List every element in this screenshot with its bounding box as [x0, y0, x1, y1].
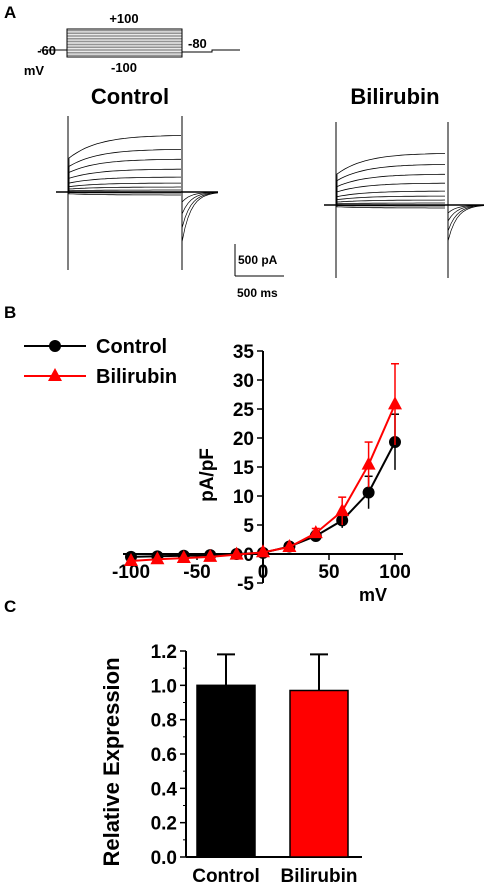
control-current-traces — [56, 116, 219, 270]
iv-x-tick-label: -100 — [112, 562, 150, 583]
current-trace — [56, 158, 181, 193]
iv-point-bilirubin — [256, 544, 270, 558]
protocol-tail-line — [181, 49, 240, 53]
current-trace — [56, 189, 181, 193]
current-trace — [324, 199, 446, 206]
panel-b-label: B — [4, 303, 16, 322]
scale-bar-current: 500 pA — [238, 253, 278, 267]
protocol-tail-voltage: -80 — [188, 36, 207, 51]
iv-point-bilirubin — [176, 550, 191, 564]
iv-point-bilirubin — [124, 552, 138, 566]
iv-y-tick-label: 25 — [233, 400, 255, 421]
iv-point-bilirubin — [282, 539, 297, 553]
tail-current-trace — [181, 192, 219, 229]
current-trace — [324, 204, 445, 209]
current-trace — [56, 149, 181, 193]
iv-y-tick-label: 30 — [233, 371, 254, 392]
expression-y-axis-title: Relative Expression — [99, 657, 124, 866]
scale-bar-time: 500 ms — [237, 286, 278, 300]
expr-y-tick-label: 0.6 — [151, 745, 177, 766]
panel-a-label: A — [4, 3, 16, 22]
current-trace — [56, 182, 181, 193]
tail-current-trace — [447, 205, 484, 232]
legend-marker-bilirubin — [48, 368, 62, 381]
expr-y-tick-label: 0.0 — [151, 848, 177, 869]
iv-y-tick-label: 15 — [233, 458, 255, 479]
current-trace — [324, 173, 445, 206]
iv-y-tick-label: 0 — [243, 545, 254, 566]
bilirubin-trace-title: Bilirubin — [350, 84, 439, 109]
expr-bar-bilirubin — [289, 689, 349, 858]
tail-current-trace — [181, 192, 219, 215]
protocol-step-box — [66, 28, 183, 58]
expr-y-tick-label: 0.8 — [151, 711, 177, 732]
current-trace — [324, 182, 445, 206]
iv-y-axis-title: pA/pF — [197, 448, 218, 502]
iv-point-bilirubin — [229, 546, 244, 560]
expr-y-tick-label: 0.2 — [151, 814, 177, 835]
iv-point-bilirubin — [335, 503, 350, 517]
current-trace — [324, 195, 445, 206]
protocol-unit: mV — [24, 63, 45, 78]
iv-y-tick-label: 35 — [233, 342, 255, 363]
expr-category-label: Control — [192, 866, 260, 887]
tail-current-trace — [447, 204, 484, 222]
expr-y-tick-label: 0.4 — [151, 779, 178, 800]
current-trace — [324, 202, 445, 206]
iv-point-bilirubin — [308, 525, 323, 539]
iv-point-control — [362, 486, 375, 499]
bilirubin-current-traces — [324, 122, 484, 278]
tail-current-trace — [447, 205, 484, 242]
current-trace — [56, 186, 181, 193]
iv-x-axis-title: mV — [359, 585, 387, 605]
panel-c-label: C — [4, 597, 16, 616]
legend-marker-control — [49, 340, 61, 352]
iv-legend: Control Bilirubin — [24, 336, 177, 388]
iv-y-tick-label: 5 — [243, 516, 254, 537]
iv-y-tick-label: 20 — [233, 429, 254, 450]
iv-point-bilirubin — [388, 396, 402, 410]
iv-x-tick-label: -50 — [183, 562, 210, 583]
iv-x-tick-label: 50 — [318, 562, 339, 583]
protocol-top-voltage: +100 — [109, 11, 138, 26]
current-trace — [56, 168, 181, 193]
current-trace — [56, 191, 181, 196]
current-trace — [324, 164, 445, 206]
iv-point-bilirubin — [203, 548, 218, 562]
expr-bar-control — [196, 684, 256, 858]
iv-y-tick-label: -5 — [237, 574, 254, 595]
expr-y-tick-label: 1.0 — [151, 676, 177, 697]
legend-label-bilirubin: Bilirubin — [96, 366, 177, 388]
scale-bar: 500 pA 500 ms — [234, 244, 284, 300]
expression-bar-chart: 0.0 0.2 0.4 0.6 0.8 1.0 1.2 Control Bilirubin — [151, 642, 362, 887]
current-trace — [56, 135, 182, 193]
voltage-protocol: -60 mV +100 -100 -80 — [24, 11, 240, 78]
control-trace-title: Control — [91, 84, 169, 109]
expr-y-tick-label: 1.2 — [151, 642, 177, 663]
iv-x-tick-label: 100 — [379, 562, 411, 583]
tail-current-trace — [181, 192, 219, 243]
current-trace — [56, 176, 181, 193]
iv-point-bilirubin — [150, 551, 165, 565]
iv-point-bilirubin — [361, 456, 376, 470]
iv-x-tick-label: 0 — [258, 562, 269, 583]
current-trace — [324, 153, 445, 206]
legend-label-control: Control — [96, 336, 167, 358]
current-trace — [324, 190, 445, 206]
protocol-bottom-voltage: -100 — [111, 60, 137, 75]
iv-y-tick-label: 10 — [233, 487, 254, 508]
expr-category-label: Bilirubin — [280, 866, 357, 887]
